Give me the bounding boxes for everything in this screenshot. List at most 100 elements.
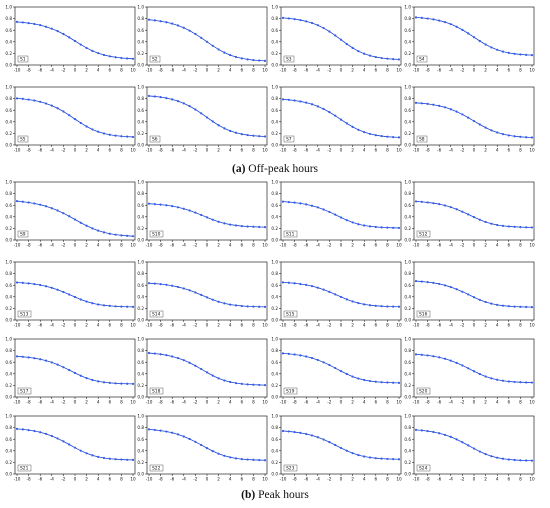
data-point [467, 293, 470, 296]
x-tick-label: -2 [327, 243, 332, 248]
data-point [530, 136, 534, 139]
x-tick-label: -8 [159, 400, 164, 405]
data-point [455, 438, 458, 441]
x-tick-label: 6 [240, 477, 243, 482]
x-tick-label: 2 [351, 148, 354, 153]
data-point [281, 16, 285, 20]
data-point [182, 102, 185, 105]
panel-label: S2 [152, 57, 158, 63]
y-tick-label: 0.0 [137, 143, 144, 148]
data-point [147, 282, 151, 285]
data-point [455, 208, 458, 211]
x-tick-label: 4 [229, 323, 232, 328]
x-tick-label: 8 [386, 243, 389, 248]
data-point [392, 58, 395, 61]
x-tick-label: 8 [120, 148, 123, 153]
data-point [420, 280, 423, 283]
data-point [530, 54, 534, 57]
plot-frame [14, 261, 136, 321]
data-point [345, 298, 348, 301]
data-point [530, 459, 534, 462]
data-point [414, 279, 418, 283]
y-tick-label: 0.4 [5, 214, 12, 219]
y-tick-label: 0.2 [137, 383, 144, 388]
data-point [229, 223, 232, 226]
data-point [258, 383, 261, 387]
data-point [188, 361, 191, 364]
data-point [443, 106, 447, 109]
data-point [176, 356, 180, 360]
data-point [386, 381, 389, 384]
x-tick-label: -8 [27, 243, 32, 248]
data-point [322, 26, 325, 30]
data-point [374, 55, 377, 59]
data-point [328, 30, 331, 33]
data-point [217, 377, 220, 380]
data-point [33, 357, 36, 360]
data-point [519, 381, 522, 384]
x-tick-label: -10 [146, 243, 153, 248]
y-tick-label: 0.2 [404, 131, 411, 136]
data-point [328, 363, 331, 367]
panel-label-box [416, 464, 431, 472]
x-tick-label: 4 [229, 148, 232, 153]
x-tick-label: 8 [519, 243, 522, 248]
data-point [21, 200, 24, 203]
y-tick-label: 0.4 [271, 371, 278, 376]
data-point [79, 121, 82, 125]
data-point [39, 283, 42, 287]
data-point [147, 351, 151, 355]
data-point [62, 366, 65, 369]
x-tick-label: -2 [193, 148, 198, 153]
x-tick-label: -6 [437, 243, 442, 248]
x-tick-label: -2 [61, 148, 66, 153]
y-tick-label: 0.8 [404, 425, 411, 430]
data-point [234, 131, 238, 134]
data-point [368, 225, 372, 228]
data-point [68, 215, 71, 218]
x-tick-label: 10 [130, 323, 136, 328]
panel-S14: 0.0 0.2 0.4 0.6 0.8 1.0 -10 -8 -6 -4 -2 0 2 4 6 8 10 S14 [137, 260, 268, 328]
panel-label-box [17, 55, 29, 63]
y-tick-label: 0.2 [137, 131, 144, 136]
data-point [56, 288, 59, 291]
data-point [449, 108, 452, 111]
data-point [159, 353, 162, 356]
data-point [374, 304, 377, 307]
data-point [33, 282, 36, 286]
x-tick-label: -4 [182, 400, 187, 405]
data-point [490, 455, 493, 458]
y-tick-label: 0.0 [137, 63, 144, 68]
x-tick-label: -6 [304, 477, 309, 482]
y-tick-label: 0.4 [271, 294, 278, 299]
y-tick-label: 1.0 [271, 85, 278, 90]
data-point [484, 300, 487, 304]
data-point [21, 428, 24, 431]
x-tick-label: -4 [50, 477, 55, 482]
data-point [21, 97, 24, 100]
data-point [316, 24, 319, 27]
data-point [102, 231, 106, 234]
data-point [21, 355, 24, 358]
y-tick-label: 1.0 [5, 5, 12, 10]
x-tick-label: 2 [484, 148, 487, 153]
x-tick-label: -4 [316, 68, 321, 73]
x-tick-label: -2 [327, 400, 332, 405]
x-tick-label: 0 [340, 148, 343, 153]
panel-S11: 0.0 0.2 0.4 0.6 0.8 1.0 -10 -8 -6 -4 -2 0 2 4 6 8 10 S11 [271, 180, 402, 248]
data-point [397, 458, 401, 461]
y-tick-label: 0.6 [137, 437, 144, 442]
x-tick-label: 2 [484, 243, 487, 248]
data-point [351, 46, 354, 49]
data-point [62, 32, 65, 36]
x-tick-label: 4 [363, 243, 366, 248]
data-point [240, 224, 243, 228]
data-point [472, 296, 476, 299]
data-point [357, 377, 360, 380]
panel-S1: 0.0 0.2 0.4 0.6 0.8 1.0 -10 -8 -6 -4 -2 0 2 4 6 8 10 S1 [5, 5, 136, 73]
plot-frame [14, 6, 136, 66]
y-tick-label: 0.6 [404, 28, 411, 33]
y-tick-label: 0.2 [404, 51, 411, 56]
y-tick-label: 0.0 [271, 238, 278, 243]
x-tick-label: 0 [473, 477, 476, 482]
